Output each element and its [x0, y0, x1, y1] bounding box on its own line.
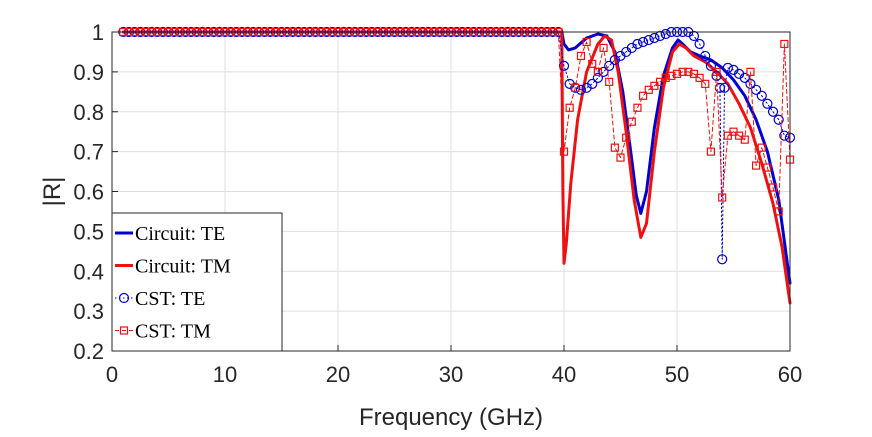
- data-point: [570, 82, 581, 93]
- y-tick-label: 0.4: [73, 259, 104, 284]
- legend-item: CST: TE: [115, 288, 205, 310]
- data-point: [751, 161, 761, 170]
- data-point: [565, 103, 574, 112]
- x-tick-label: 60: [778, 362, 802, 387]
- data-point: [757, 143, 766, 152]
- data-point: [605, 77, 614, 86]
- data-point: [627, 117, 636, 126]
- data-point: [660, 28, 671, 40]
- y-tick-label: 0.7: [73, 140, 104, 165]
- y-tick-label: 0.3: [73, 299, 104, 324]
- legend-label: Circuit: TM: [135, 256, 231, 278]
- axis-ticks: 0 10 20 30 40 50 60 0.2 0.3 0.4 0.5 0.6 0.7 0.8 0.9 1: [73, 20, 802, 387]
- data-point: [672, 69, 682, 78]
- legend-item: Circuit: TE: [115, 223, 225, 245]
- data-point: [768, 183, 778, 192]
- series-line: [121, 30, 792, 305]
- series-circuit-tm: [121, 30, 792, 305]
- data-point: [694, 38, 705, 50]
- data-point: [616, 153, 625, 162]
- data-point: [722, 62, 733, 73]
- y-tick-label: 0.9: [73, 60, 104, 85]
- data-point: [661, 73, 670, 82]
- data-point: [637, 36, 649, 48]
- data-point: [667, 71, 676, 80]
- x-tick-label: 30: [439, 362, 463, 387]
- data-point: [695, 73, 704, 82]
- legend-item: CST: TM: [115, 321, 211, 343]
- data-point: [588, 59, 597, 69]
- legend-label: CST: TE: [135, 288, 205, 310]
- data-point: [599, 43, 608, 53]
- data-point: [649, 32, 660, 44]
- data-point: [774, 207, 783, 216]
- x-tick-label: 0: [106, 362, 118, 387]
- data-point: [762, 98, 773, 109]
- data-point: [688, 30, 700, 42]
- data-point: [756, 90, 767, 101]
- data-point: [654, 30, 666, 42]
- data-point: [711, 70, 722, 81]
- x-tick-label: 50: [665, 362, 689, 387]
- data-point: [684, 67, 693, 76]
- y-tick-label: 1: [92, 20, 104, 45]
- legend-box: [111, 212, 283, 352]
- data-point: [592, 72, 604, 83]
- data-point: [559, 147, 569, 156]
- data-point: [767, 106, 779, 117]
- y-tick-label: 0.8: [73, 100, 104, 125]
- data-point: [701, 79, 710, 88]
- data-point: [622, 133, 631, 142]
- data-point: [746, 67, 755, 76]
- data-point: [633, 103, 642, 112]
- x-axis-title: Frequency (GHz): [359, 404, 543, 431]
- data-point: [712, 67, 721, 76]
- data-point: [610, 143, 619, 152]
- data-point: [571, 83, 580, 92]
- x-tick-label: 40: [552, 362, 576, 387]
- data-point: [604, 60, 615, 71]
- x-tick-label: 20: [326, 362, 350, 387]
- data-point: [706, 147, 716, 156]
- legend-label: Circuit: TE: [135, 223, 225, 245]
- y-tick-label: 0.2: [73, 339, 104, 364]
- legend-marker: [118, 292, 130, 304]
- data-point: [718, 193, 727, 202]
- data-point: [773, 114, 784, 125]
- data-point: [763, 163, 772, 172]
- data-point: [587, 78, 598, 89]
- data-point: [593, 67, 603, 76]
- data-point: [643, 34, 654, 46]
- y-tick-label: 0.5: [73, 219, 104, 244]
- legend-label: CST: TM: [135, 321, 211, 343]
- y-axis-title: |R|: [39, 177, 66, 207]
- legend-marker: [119, 326, 129, 335]
- data-point: [638, 91, 648, 100]
- data-point: [678, 67, 687, 76]
- data-point: [780, 39, 789, 49]
- data-point: [700, 50, 711, 62]
- data-point: [705, 60, 717, 71]
- data-point: [739, 72, 750, 83]
- data-point: [632, 38, 643, 50]
- data-point: [576, 51, 586, 61]
- x-tick-label: 10: [213, 362, 237, 387]
- data-point: [598, 66, 609, 77]
- y-tick-label: 0.6: [73, 180, 104, 205]
- legend: Circuit: TE Circuit: TM CST: TE CST: TM: [111, 212, 283, 352]
- data-point: [582, 37, 591, 47]
- data-point: [575, 84, 587, 95]
- data-point: [717, 254, 728, 265]
- data-point: [719, 82, 730, 93]
- legend-item: Circuit: TM: [115, 256, 231, 278]
- data-point: [740, 135, 749, 144]
